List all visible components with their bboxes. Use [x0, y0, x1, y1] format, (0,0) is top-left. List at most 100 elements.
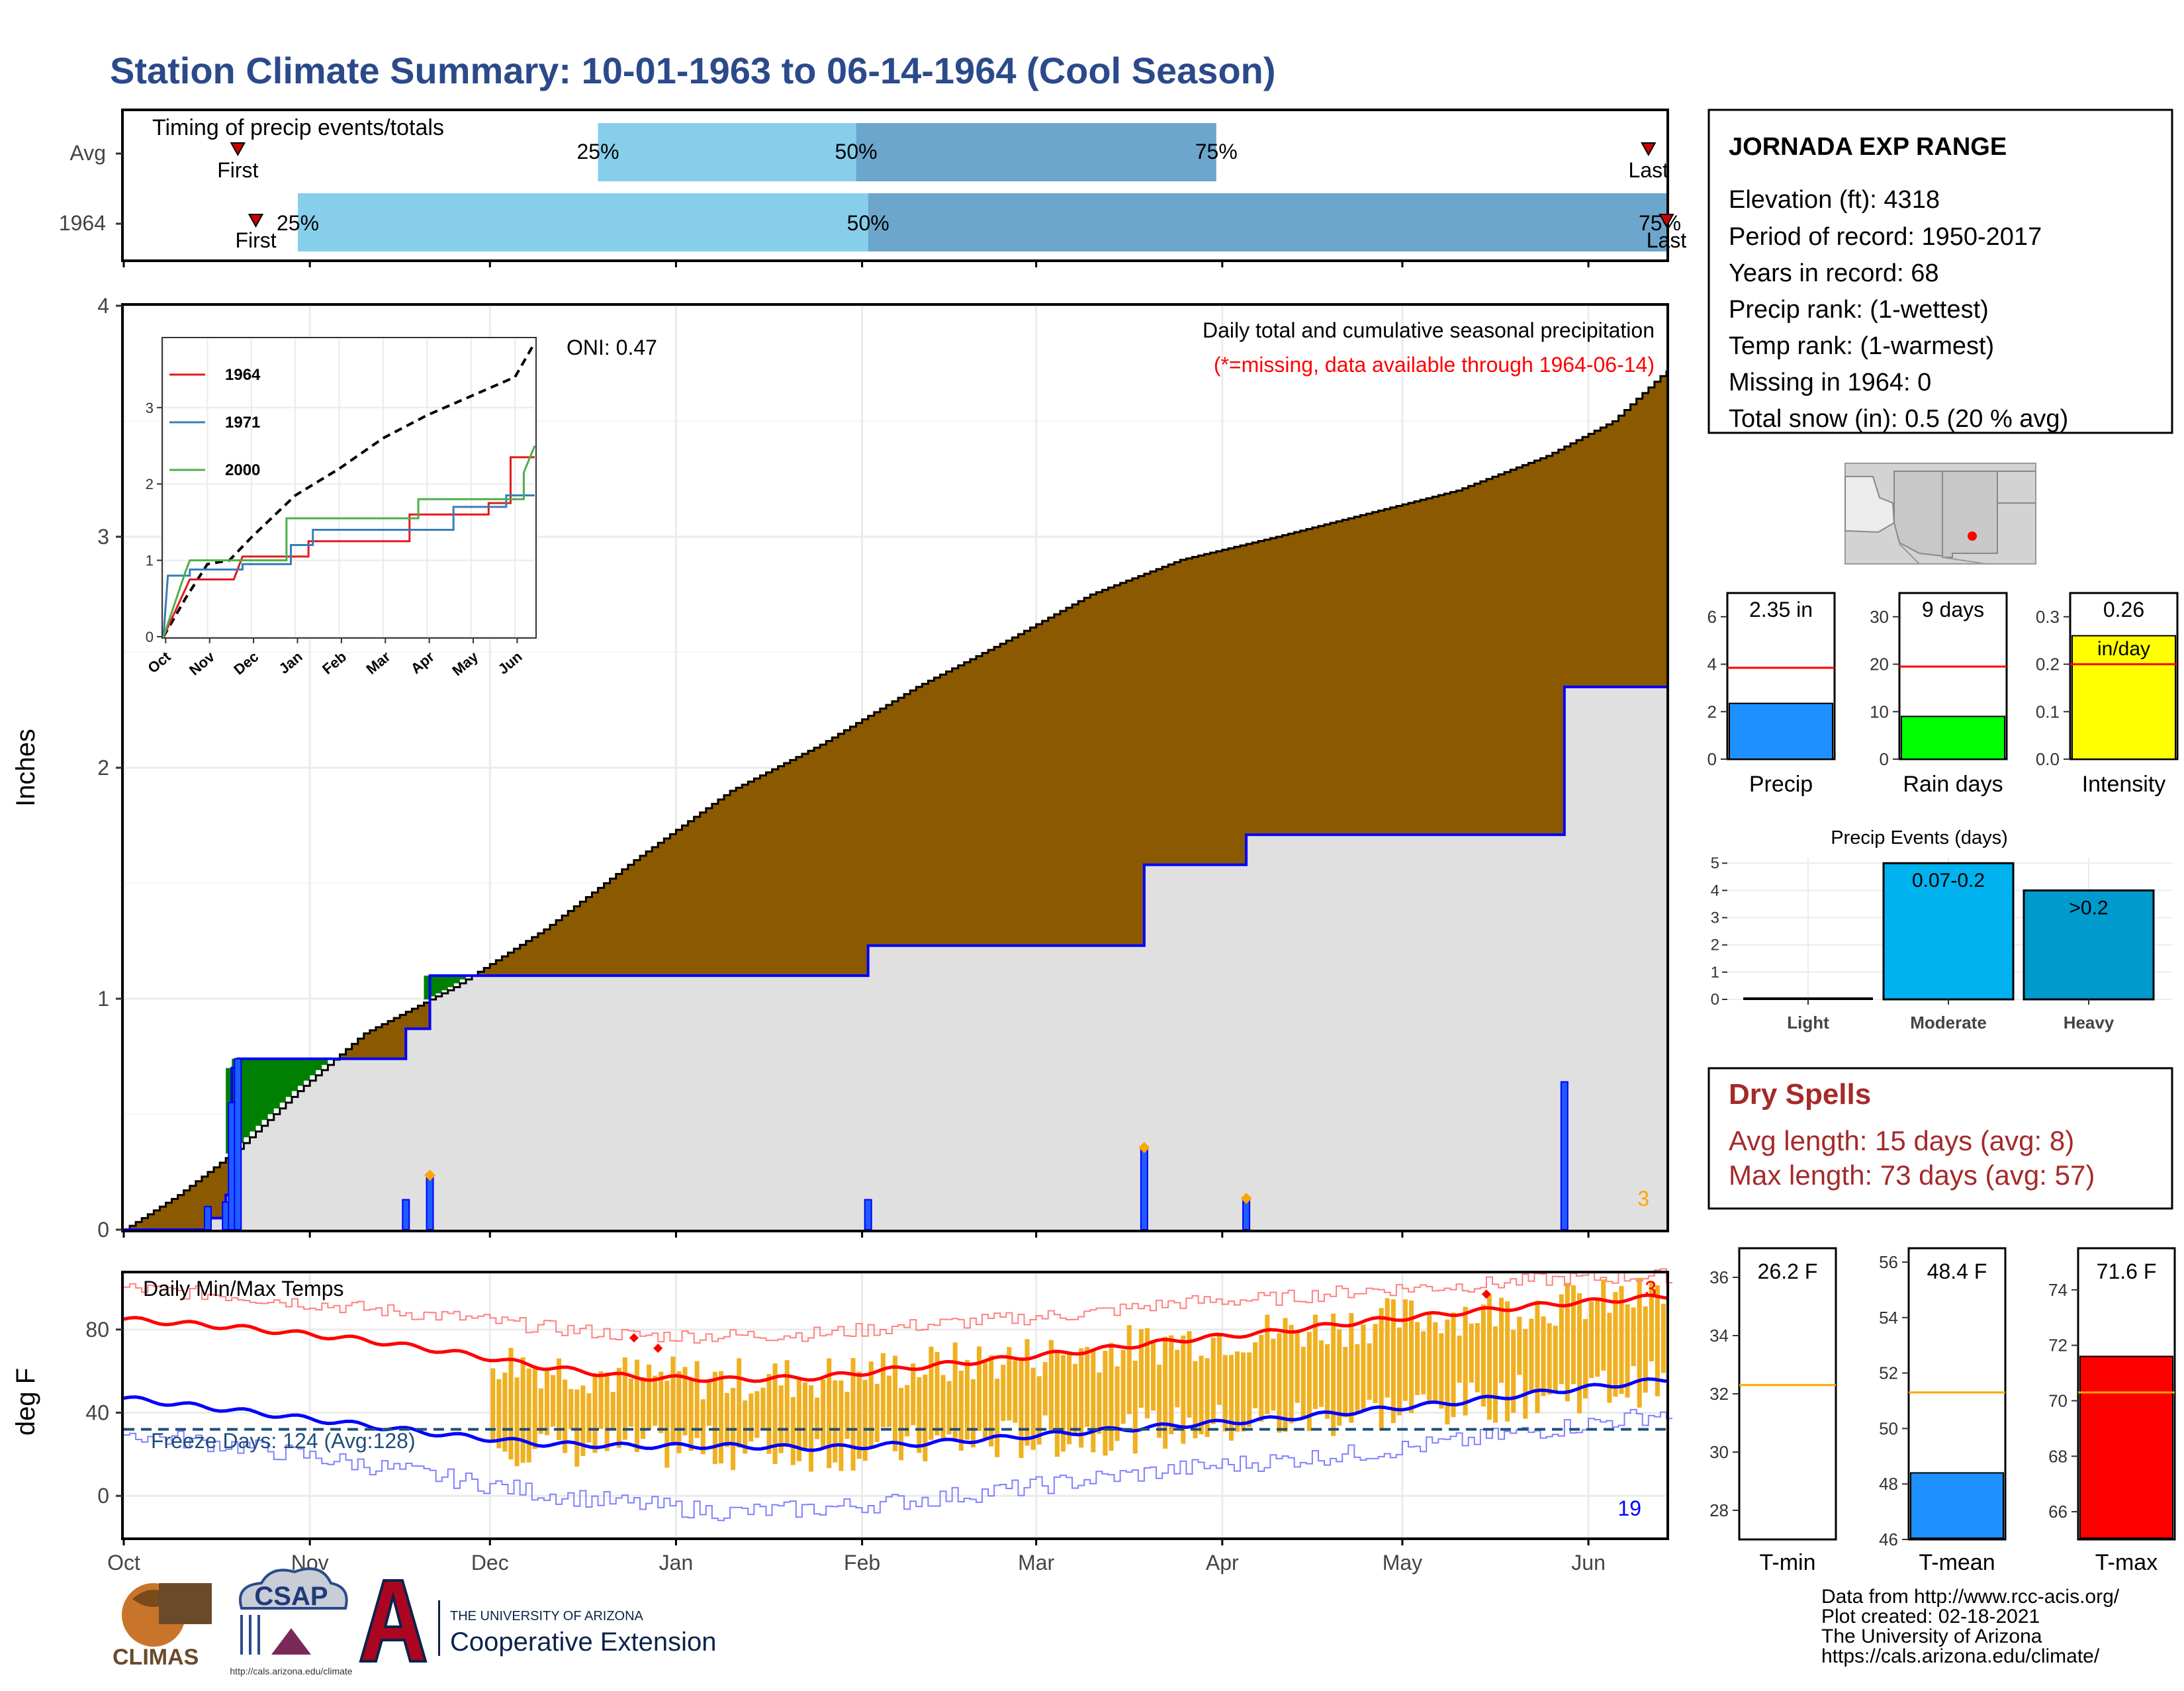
temp-bar-ytick-label: 34 — [1709, 1326, 1729, 1346]
timing-avg-q50-q75 — [856, 123, 1216, 181]
csap-cloud-icon — [239, 1567, 348, 1610]
inset-line-2000 — [162, 445, 536, 637]
events-category-label: Heavy — [2064, 1013, 2115, 1032]
daily-temp-bar — [1547, 1323, 1552, 1394]
daily-temp-bar — [1048, 1340, 1054, 1432]
daily-temp-bar — [1583, 1318, 1588, 1398]
daily-temp-bar — [1259, 1335, 1264, 1422]
timing-avg-last-marker — [1641, 142, 1657, 157]
temperature-bars: 28 30 32 34 36 26.2 F T-min 46 48 50 52 54 56 48.4 F T… — [1709, 1247, 2176, 1575]
daily-temp-bar — [1421, 1331, 1426, 1394]
temp-title: Daily Min/Max Temps — [143, 1277, 343, 1301]
mini-bar-ytick-label: 0.1 — [2036, 702, 2060, 721]
inset-legend-label: 2000 — [225, 461, 260, 479]
daily-temp-bar — [970, 1379, 976, 1448]
location-map — [1844, 463, 2036, 565]
temp-bar-ytick-label: 52 — [1879, 1363, 1898, 1383]
record-high-marker — [629, 1333, 639, 1343]
dry-spells-title: Dry Spells — [1729, 1078, 1871, 1111]
daily-temp-bar — [1379, 1308, 1384, 1431]
daily-temp-bar — [766, 1374, 772, 1454]
daily-temp-bar — [1337, 1329, 1342, 1426]
daily-temp-bar — [563, 1379, 568, 1453]
inset-legend: 1964 1971 2000 — [169, 366, 261, 479]
daily-temp-bar — [1457, 1335, 1462, 1383]
inset-ytick-label: 1 — [146, 553, 154, 569]
daily-temp-bar — [1511, 1330, 1516, 1413]
temp-bar-frame — [1738, 1247, 1837, 1541]
events-bar-moderate — [1882, 862, 2015, 1001]
events-ytick-label: 1 — [1711, 964, 1719, 982]
daily-temp-bar — [610, 1392, 615, 1430]
daily-temp-bar — [1013, 1360, 1018, 1423]
events-bar-text: 0.07-0.2 — [1912, 870, 1985, 891]
daily-temp-bar — [1535, 1301, 1540, 1413]
precip-missing-note: (*=missing, data available through 1964-… — [1214, 353, 1655, 377]
temp-content — [123, 1268, 1673, 1522]
station-line-period: Period of record: 1950-2017 — [1729, 223, 2042, 251]
daily-temp-bar — [952, 1342, 958, 1439]
csap-url: http://cals.arizona.edu/climate — [230, 1666, 352, 1676]
daily-temp-bar — [989, 1355, 994, 1447]
daily-temp-bar — [1295, 1331, 1300, 1403]
daily-temp-bar — [604, 1372, 610, 1451]
map-arizona — [1893, 471, 1943, 557]
daily-temp-bar — [1079, 1348, 1084, 1448]
daily-temp-bar — [946, 1381, 952, 1435]
temp-bar-ytick-label: 48 — [1879, 1474, 1898, 1494]
inset-ytick-label: 0 — [146, 629, 154, 645]
timing-row-1964: 1964 — [59, 211, 106, 235]
daily-temp-bar — [815, 1397, 820, 1440]
dry-spells-frame — [1707, 1067, 2173, 1210]
daily-temp-bar — [694, 1361, 700, 1438]
precip-areas — [124, 370, 1668, 1231]
temp-frame — [121, 1271, 1669, 1540]
daily-temp-bar — [1439, 1333, 1444, 1409]
daily-temp-bar — [1576, 1293, 1582, 1414]
daily-temp-bar — [1066, 1353, 1072, 1445]
credit-line-university: The University of Arizona — [1821, 1625, 2042, 1647]
daily-temp-bar — [839, 1380, 844, 1471]
daily-temp-bar — [1181, 1335, 1186, 1444]
timing-frame — [121, 109, 1669, 262]
record-max-line — [124, 1268, 1673, 1344]
precip-ytick-label: 0 — [97, 1218, 109, 1242]
daily-temp-bar — [1523, 1329, 1528, 1419]
daily-temp-bar — [1367, 1343, 1372, 1400]
temp-ytick-label: 80 — [85, 1318, 109, 1342]
daily-temp-bar — [880, 1353, 886, 1428]
daily-temp-bar — [1601, 1279, 1606, 1371]
daily-temp-bar — [628, 1378, 633, 1427]
climas-logo-text: CLIMAS — [113, 1645, 199, 1670]
daily-precip-bar — [1242, 1199, 1251, 1231]
snow-marker — [1240, 1193, 1252, 1205]
daily-temp-bar — [778, 1385, 784, 1453]
daily-temp-bar — [1631, 1307, 1636, 1367]
daily-temp-bar — [1427, 1312, 1432, 1404]
daily-temp-bar — [526, 1368, 531, 1463]
daily-temp-bar — [1277, 1333, 1282, 1433]
daily-temp-bar — [1019, 1360, 1024, 1458]
daily-temp-bar — [964, 1359, 970, 1440]
mini-bar-value-text: 2.35 in — [1749, 598, 1813, 621]
daily-temp-bar — [538, 1388, 543, 1434]
daily-temp-bar — [1210, 1337, 1216, 1424]
ua-big-text: Cooperative Extension — [450, 1627, 716, 1657]
daily-temp-bar — [586, 1393, 592, 1443]
daily-temp-bar — [1619, 1286, 1624, 1394]
daily-temp-bar — [1234, 1351, 1240, 1432]
daily-temp-bar — [1265, 1314, 1270, 1414]
daily-temp-bar — [1661, 1303, 1666, 1373]
dry-spells-avg: Avg length: 15 days (avg: 8) — [1729, 1125, 2074, 1156]
daily-temp-bar — [1175, 1349, 1180, 1408]
daily-temp-bar — [929, 1346, 934, 1440]
temp-bar-ytick-label: 70 — [2048, 1391, 2068, 1410]
daily-temp-bar — [1228, 1355, 1234, 1441]
daily-temp-bar — [1253, 1342, 1258, 1408]
events-ytick-label: 0 — [1711, 991, 1719, 1009]
daily-temp-bar — [1150, 1340, 1156, 1411]
avg-cumulative-line — [124, 370, 1668, 1231]
inset-line-avg — [162, 342, 536, 637]
temp-bar-t-max: 66 68 70 72 74 71.6 F T-max — [2048, 1247, 2176, 1575]
daily-temp-bar — [1036, 1376, 1042, 1445]
